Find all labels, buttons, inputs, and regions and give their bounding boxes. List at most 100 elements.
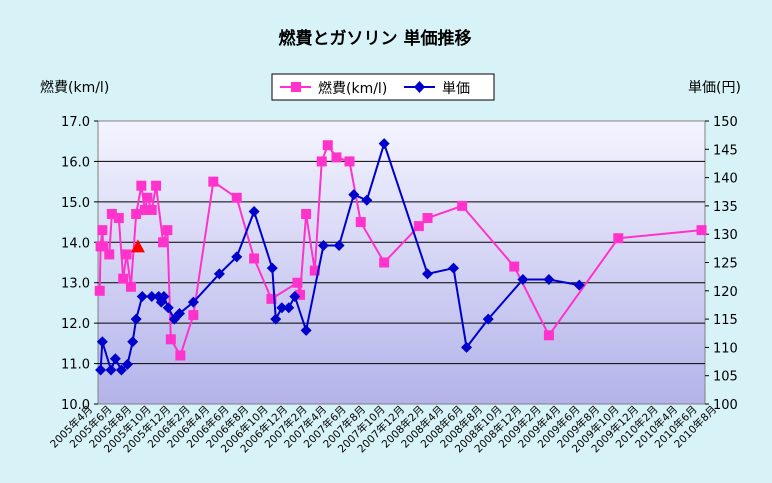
- data-point: [317, 240, 329, 252]
- data-point: [422, 213, 433, 224]
- data-point: [543, 330, 554, 341]
- right-tick-label: 145: [713, 143, 738, 158]
- data-point: [139, 204, 150, 215]
- data-point: [266, 262, 278, 274]
- data-point: [121, 358, 133, 370]
- data-point: [482, 313, 494, 325]
- data-point: [96, 336, 108, 348]
- data-point: [361, 194, 373, 206]
- data-point: [95, 364, 107, 376]
- data-point: [249, 253, 260, 264]
- data-point: [276, 302, 288, 314]
- data-point: [301, 208, 312, 219]
- data-point: [573, 279, 585, 291]
- data-point: [106, 208, 117, 219]
- right-tick-label: 100: [713, 398, 738, 413]
- data-point: [118, 273, 129, 284]
- data-point: [151, 180, 162, 191]
- data-point: [109, 353, 121, 365]
- data-point: [292, 277, 303, 288]
- data-point: [162, 302, 174, 314]
- data-point: [105, 364, 117, 376]
- right-axis-title: 単価(円): [688, 80, 741, 96]
- data-point: [379, 257, 390, 268]
- data-point: [136, 180, 147, 191]
- annotations: [130, 239, 145, 253]
- right-tick-label: 135: [713, 200, 738, 215]
- data-point: [97, 225, 108, 236]
- legend-marker-fuel: [291, 82, 301, 92]
- data-point: [266, 293, 277, 304]
- data-point: [127, 336, 139, 348]
- data-point: [158, 290, 170, 302]
- left-tick-label: 15.0: [61, 196, 90, 211]
- data-point: [142, 192, 153, 203]
- data-point: [378, 138, 390, 150]
- data-point: [146, 204, 157, 215]
- data-point: [130, 313, 142, 325]
- plot-area: [97, 120, 706, 405]
- data-point: [300, 324, 312, 336]
- right-axis-ticks: 100 105 110 115 120 125 130 135 140 145 150: [705, 115, 738, 413]
- data-point: [131, 208, 142, 219]
- data-point: [309, 265, 320, 276]
- data-point: [283, 302, 295, 314]
- data-point: [158, 237, 169, 248]
- data-point: [94, 285, 105, 296]
- data-point: [162, 225, 173, 236]
- series-fuel-efficiency: [94, 140, 707, 361]
- left-tick-label: 14.0: [61, 236, 90, 251]
- data-point: [208, 176, 219, 187]
- left-tick-label: 12.0: [61, 317, 90, 332]
- left-tick-label: 11.0: [61, 358, 90, 373]
- data-point: [98, 241, 109, 252]
- legend-marker-price: [414, 81, 425, 93]
- data-point: [448, 262, 460, 274]
- data-point: [295, 289, 306, 300]
- data-point: [146, 290, 158, 302]
- data-point: [331, 152, 342, 163]
- data-point: [125, 281, 136, 292]
- data-point: [457, 200, 468, 211]
- right-tick-label: 125: [713, 257, 738, 272]
- legend: 燃費(km/l) 単価: [271, 73, 495, 101]
- data-point: [113, 213, 124, 224]
- data-point: [289, 290, 301, 302]
- data-point: [187, 296, 199, 308]
- legend-label-fuel: 燃費(km/l): [318, 80, 387, 97]
- data-point: [270, 313, 282, 325]
- data-point: [316, 156, 327, 167]
- data-point: [344, 156, 355, 167]
- data-point: [461, 341, 473, 353]
- data-point: [174, 307, 186, 319]
- data-point: [165, 334, 176, 345]
- right-tick-label: 110: [713, 341, 738, 356]
- data-point: [509, 261, 520, 272]
- data-point: [231, 251, 243, 263]
- left-axis-ticks: 10.0 11.0 12.0 13.0 14.0 15.0 16.0 17.0: [61, 115, 98, 413]
- left-tick-label: 17.0: [61, 115, 90, 130]
- left-tick-label: 10.0: [61, 398, 90, 413]
- series-line: [98, 143, 702, 358]
- data-point: [517, 273, 529, 285]
- data-point: [322, 140, 333, 151]
- data-point: [213, 268, 225, 280]
- right-tick-label: 120: [713, 285, 738, 300]
- right-tick-label: 140: [713, 172, 738, 187]
- data-point: [136, 290, 148, 302]
- data-point: [333, 240, 345, 252]
- right-tick-label: 150: [713, 115, 738, 130]
- data-point: [543, 273, 555, 285]
- data-point: [355, 217, 366, 228]
- data-point: [104, 249, 115, 260]
- left-tick-label: 16.0: [61, 155, 90, 170]
- data-point: [348, 189, 360, 201]
- data-point: [613, 233, 624, 244]
- data-point: [696, 225, 707, 236]
- data-point: [188, 310, 199, 321]
- data-point: [413, 221, 424, 232]
- right-tick-label: 105: [713, 370, 738, 385]
- left-tick-label: 13.0: [61, 277, 90, 292]
